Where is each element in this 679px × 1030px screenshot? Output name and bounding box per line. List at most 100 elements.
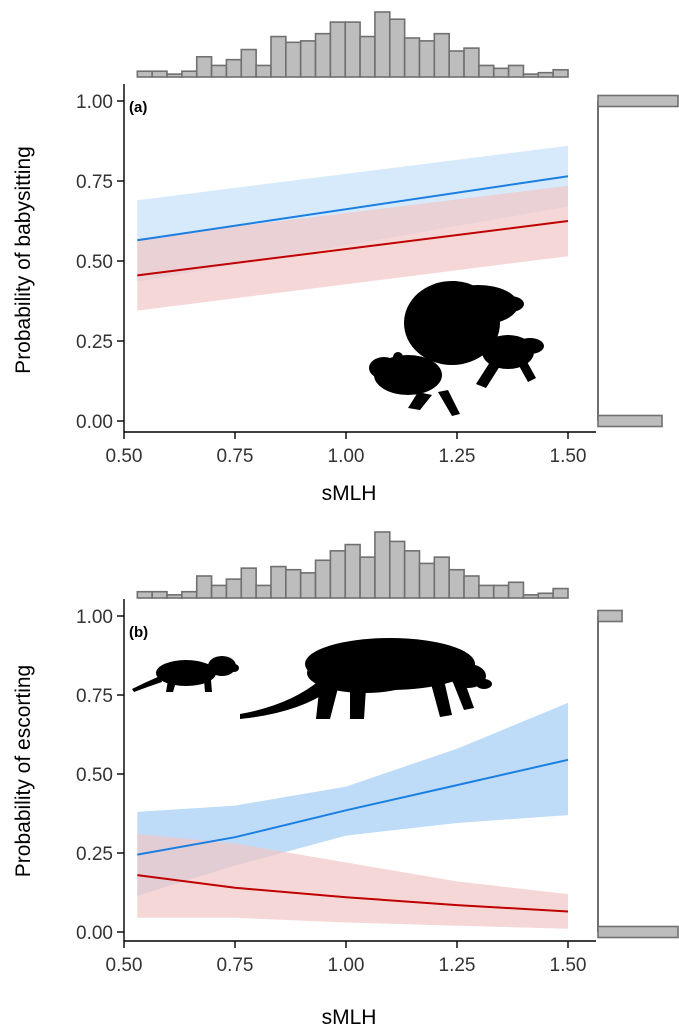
panel-b-axes bbox=[123, 599, 596, 942]
histogram-bar bbox=[329, 21, 347, 78]
panel-a-x-axis-title: sMLH bbox=[322, 482, 377, 505]
histogram-bar bbox=[240, 48, 257, 78]
panel-a-y-ticks: 0.00 0.25 0.50 0.75 1.00 bbox=[76, 92, 124, 433]
right-histogram-bar bbox=[597, 925, 679, 939]
histogram-bar bbox=[285, 568, 302, 599]
histogram-bar bbox=[181, 70, 198, 78]
y-tick-label: 0.00 bbox=[76, 923, 113, 944]
panel-a-x-ticks: 0.50 0.75 1.00 1.25 1.50 bbox=[106, 432, 587, 467]
histogram-bar bbox=[240, 567, 257, 599]
x-tick-label: 0.75 bbox=[217, 955, 254, 976]
x-tick-label: 0.50 bbox=[106, 955, 143, 976]
panel-a-y-axis-title: Probability of babysitting bbox=[12, 146, 35, 374]
histogram-bar bbox=[522, 73, 540, 78]
histogram-bar bbox=[166, 73, 183, 78]
histogram-bar bbox=[314, 32, 332, 78]
histogram-bar bbox=[478, 584, 495, 599]
y-tick-label: 0.75 bbox=[76, 172, 113, 193]
panel-b-bands bbox=[137, 702, 569, 929]
histogram-bar bbox=[285, 41, 302, 78]
histogram-bar bbox=[225, 578, 243, 599]
y-tick-label: 0.75 bbox=[76, 686, 113, 707]
histogram-bar bbox=[210, 584, 228, 599]
y-tick-label: 0.25 bbox=[76, 844, 113, 865]
x-tick-label: 1.25 bbox=[439, 955, 476, 976]
panel-b-x-axis-title: sMLH bbox=[322, 1006, 377, 1029]
x-tick-label: 1.50 bbox=[550, 446, 587, 467]
histogram-bar bbox=[136, 70, 153, 78]
red-confidence-band bbox=[137, 834, 569, 929]
panel-a-right-histogram bbox=[597, 94, 679, 428]
histogram-bar bbox=[448, 568, 465, 599]
red-series-line bbox=[137, 874, 569, 913]
panel-a: 0.50 0.75 1.00 1.25 1.50 0.00 0.25 0.50 0.75 1.0… bbox=[12, 11, 679, 505]
histogram-bar bbox=[151, 590, 168, 599]
meerkat-adult-pups-silhouette-icon bbox=[369, 281, 544, 416]
y-tick-label: 0.00 bbox=[76, 412, 113, 433]
histogram-bar bbox=[478, 64, 495, 78]
histogram-bar bbox=[225, 58, 243, 78]
panel-a-top-histogram bbox=[136, 11, 569, 78]
histogram-bar bbox=[418, 562, 436, 599]
histogram-bar bbox=[537, 592, 554, 599]
y-tick-label: 1.00 bbox=[76, 92, 113, 113]
histogram-bar bbox=[388, 18, 406, 78]
blue-series-line bbox=[137, 758, 569, 856]
histogram-bar bbox=[314, 559, 332, 599]
histogram-bar bbox=[329, 550, 347, 599]
panel-b-lines bbox=[137, 758, 569, 913]
red-series-line bbox=[137, 220, 569, 277]
panel-b-label: (b) bbox=[129, 624, 148, 641]
histogram-bar bbox=[195, 55, 213, 78]
y-tick-label: 0.50 bbox=[76, 252, 113, 273]
histogram-bar bbox=[299, 572, 317, 599]
histogram-bar bbox=[151, 70, 168, 78]
histogram-bar bbox=[492, 67, 510, 78]
histogram-bar bbox=[492, 584, 510, 599]
panel-b-y-ticks: 0.00 0.25 0.50 0.75 1.00 bbox=[76, 607, 124, 944]
histogram-bar bbox=[344, 543, 361, 599]
histogram-bar bbox=[522, 594, 540, 599]
right-histogram-bar bbox=[597, 414, 663, 428]
histogram-bar bbox=[344, 21, 361, 78]
x-tick-label: 0.75 bbox=[217, 446, 254, 467]
panel-b: 0.50 0.75 1.00 1.25 1.50 0.00 0.25 0.50 0.75 1.0… bbox=[12, 531, 679, 1029]
histogram-bar bbox=[166, 594, 183, 599]
histogram-bar bbox=[552, 68, 569, 78]
histogram-bar bbox=[552, 587, 569, 599]
histogram-bar bbox=[181, 590, 198, 599]
histogram-bar bbox=[359, 556, 376, 599]
histogram-bar bbox=[255, 584, 272, 599]
panel-a-lines bbox=[137, 175, 569, 277]
histogram-bar bbox=[270, 565, 287, 599]
y-tick-label: 1.00 bbox=[76, 607, 113, 628]
histogram-bar bbox=[403, 37, 421, 78]
right-histogram-bar bbox=[597, 609, 623, 623]
panel-b-right-histogram bbox=[597, 609, 679, 939]
histogram-bar bbox=[210, 64, 228, 78]
histogram-bar bbox=[299, 40, 317, 78]
histogram-bar bbox=[255, 64, 272, 78]
x-tick-label: 1.00 bbox=[328, 955, 365, 976]
histogram-bar bbox=[270, 35, 287, 78]
histogram-bar bbox=[388, 540, 406, 599]
x-tick-label: 1.00 bbox=[328, 446, 365, 467]
right-histogram-bar bbox=[597, 94, 679, 108]
panel-b-y-axis-title: Probability of escorting bbox=[12, 665, 35, 877]
histogram-bar bbox=[403, 550, 421, 599]
histogram-bar bbox=[448, 50, 465, 78]
x-tick-label: 1.25 bbox=[439, 446, 476, 467]
y-tick-label: 0.25 bbox=[76, 332, 113, 353]
histogram-bar bbox=[507, 581, 525, 599]
panel-b-x-ticks: 0.50 0.75 1.00 1.25 1.50 bbox=[106, 941, 587, 976]
x-tick-label: 1.50 bbox=[550, 955, 587, 976]
histogram-bar bbox=[374, 11, 391, 78]
x-tick-label: 0.50 bbox=[106, 446, 143, 467]
histogram-bar bbox=[195, 575, 213, 599]
panel-a-label: (a) bbox=[129, 99, 147, 116]
mongoose-silhouettes-icon bbox=[132, 638, 492, 719]
histogram-bar bbox=[136, 590, 153, 599]
panel-a-axes bbox=[123, 84, 596, 433]
panel-b-top-histogram bbox=[136, 531, 569, 599]
